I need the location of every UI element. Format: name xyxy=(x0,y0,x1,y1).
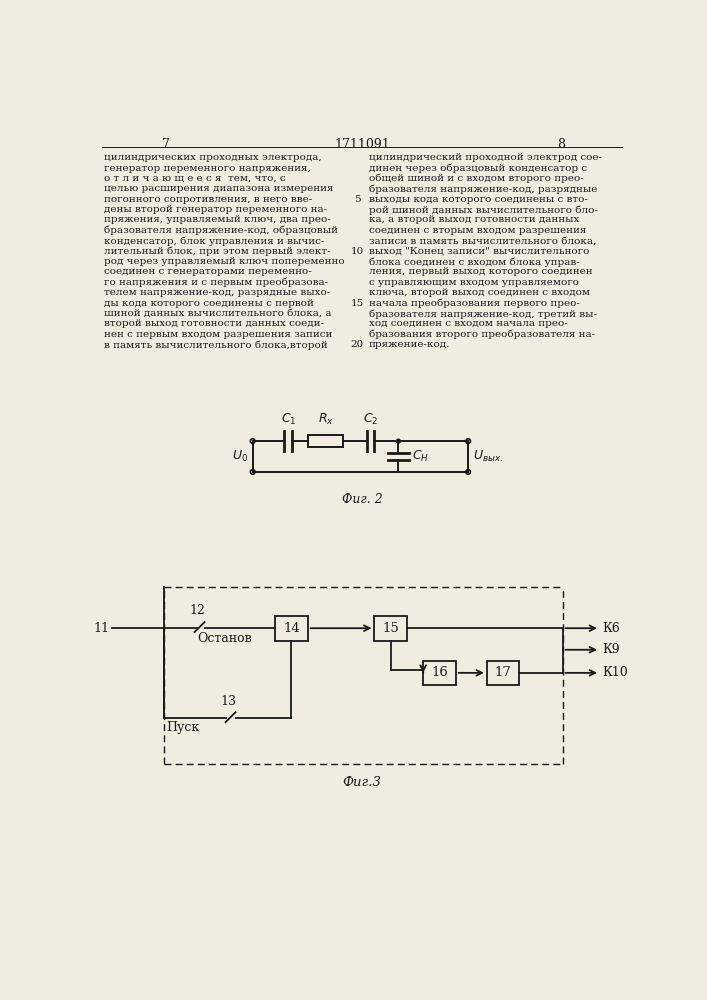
Text: пряжения, управляемый ключ, два прео-: пряжения, управляемый ключ, два прео- xyxy=(104,215,331,224)
Text: $C_H$: $C_H$ xyxy=(412,449,429,464)
Text: $C_2$: $C_2$ xyxy=(363,412,378,427)
Text: цилиндрических проходных электрода,: цилиндрических проходных электрода, xyxy=(104,153,322,162)
Text: цилиндрический проходной электрод сое-: цилиндрический проходной электрод сое- xyxy=(369,153,602,162)
Text: 7: 7 xyxy=(162,138,170,151)
Text: конденсатор, блок управления и вычис-: конденсатор, блок управления и вычис- xyxy=(104,236,325,246)
Text: ка, а второй выход готовности данных: ка, а второй выход готовности данных xyxy=(369,215,579,224)
Text: ления, первый выход которого соединен: ления, первый выход которого соединен xyxy=(369,267,592,276)
Text: выходы кода которого соединены с вто-: выходы кода которого соединены с вто- xyxy=(369,195,588,204)
Text: бразователя напряжение-код, разрядные: бразователя напряжение-код, разрядные xyxy=(369,184,597,194)
Text: бразования второго преобразователя на-: бразования второго преобразователя на- xyxy=(369,330,595,339)
Text: Останов: Останов xyxy=(198,632,252,645)
Text: ды кода которого соединены с первой: ды кода которого соединены с первой xyxy=(104,299,314,308)
Bar xyxy=(486,661,519,685)
Text: ключа, второй выход соединен с входом: ключа, второй выход соединен с входом xyxy=(369,288,590,297)
Text: 14: 14 xyxy=(283,622,300,635)
Text: 12: 12 xyxy=(189,604,206,617)
Text: 20: 20 xyxy=(351,340,364,349)
Text: погонного сопротивления, в него вве-: погонного сопротивления, в него вве- xyxy=(104,195,312,204)
Text: 16: 16 xyxy=(431,666,448,679)
Text: го напряжения и с первым преобразова-: го напряжения и с первым преобразова- xyxy=(104,278,328,287)
Text: 1711091: 1711091 xyxy=(334,138,390,151)
Text: род через управляемый ключ попеременно: род через управляемый ключ попеременно xyxy=(104,257,344,266)
Text: К10: К10 xyxy=(602,666,628,679)
Text: 5: 5 xyxy=(354,195,361,204)
Text: шиной данных вычислительного блока, а: шиной данных вычислительного блока, а xyxy=(104,309,332,318)
Text: К6: К6 xyxy=(602,622,620,635)
Text: 10: 10 xyxy=(351,247,364,256)
Text: $C_1$: $C_1$ xyxy=(281,412,296,427)
Text: Фиг. 2: Фиг. 2 xyxy=(341,493,382,506)
Text: $R_x$: $R_x$ xyxy=(317,412,334,427)
Text: блока соединен с входом блока управ-: блока соединен с входом блока управ- xyxy=(369,257,580,267)
Bar xyxy=(275,616,308,641)
Text: выход "Конец записи" вычислительного: выход "Конец записи" вычислительного xyxy=(369,247,590,256)
Text: рой шиной данных вычислительного бло-: рой шиной данных вычислительного бло- xyxy=(369,205,598,215)
Text: Пуск: Пуск xyxy=(166,721,199,734)
Text: 8: 8 xyxy=(557,138,565,151)
Text: Фиг.3: Фиг.3 xyxy=(342,776,381,789)
Text: записи в память вычислительного блока,: записи в память вычислительного блока, xyxy=(369,236,596,245)
Bar xyxy=(374,616,407,641)
Text: соединен с генераторами переменно-: соединен с генераторами переменно- xyxy=(104,267,312,276)
Text: $U_{вых.}$: $U_{вых.}$ xyxy=(473,449,503,464)
Text: начала преобразования первого прео-: начала преобразования первого прео- xyxy=(369,299,580,308)
Bar xyxy=(423,661,456,685)
Text: К9: К9 xyxy=(602,643,620,656)
Text: 13: 13 xyxy=(221,695,237,708)
Text: телем напряжение-код, разрядные выхо-: телем напряжение-код, разрядные выхо- xyxy=(104,288,330,297)
Text: бразователя напряжение-код, третий вы-: бразователя напряжение-код, третий вы- xyxy=(369,309,597,319)
Text: $U_0$: $U_0$ xyxy=(232,449,248,464)
Text: динен через образцовый конденсатор с: динен через образцовый конденсатор с xyxy=(369,164,587,173)
Text: в память вычислительного блока,второй: в память вычислительного блока,второй xyxy=(104,340,327,350)
Text: общей шиной и с входом второго прео-: общей шиной и с входом второго прео- xyxy=(369,174,584,183)
Text: дены второй генератор переменного на-: дены второй генератор переменного на- xyxy=(104,205,327,214)
Text: пряжение-код.: пряжение-код. xyxy=(369,340,450,349)
Text: 11: 11 xyxy=(93,622,110,635)
Text: 15: 15 xyxy=(382,622,399,635)
Text: 15: 15 xyxy=(351,299,364,308)
Text: бразователя напряжение-код, образцовый: бразователя напряжение-код, образцовый xyxy=(104,226,338,235)
Circle shape xyxy=(397,439,400,443)
Bar xyxy=(308,435,343,447)
Text: 17: 17 xyxy=(495,666,511,679)
Text: ход соединен с входом начала прео-: ход соединен с входом начала прео- xyxy=(369,319,568,328)
Text: второй выход готовности данных соеди-: второй выход готовности данных соеди- xyxy=(104,319,324,328)
Text: целью расширения диапазона измерения: целью расширения диапазона измерения xyxy=(104,184,334,193)
Text: генератор переменного напряжения,: генератор переменного напряжения, xyxy=(104,164,310,173)
Text: лительный блок, при этом первый элект-: лительный блок, при этом первый элект- xyxy=(104,247,330,256)
Text: о т л и ч а ю щ е е с я  тем, что, с: о т л и ч а ю щ е е с я тем, что, с xyxy=(104,174,286,183)
Text: с управляющим входом управляемого: с управляющим входом управляемого xyxy=(369,278,579,287)
Text: нен с первым входом разрешения записи: нен с первым входом разрешения записи xyxy=(104,330,332,339)
Text: соединен с вторым входом разрешения: соединен с вторым входом разрешения xyxy=(369,226,586,235)
